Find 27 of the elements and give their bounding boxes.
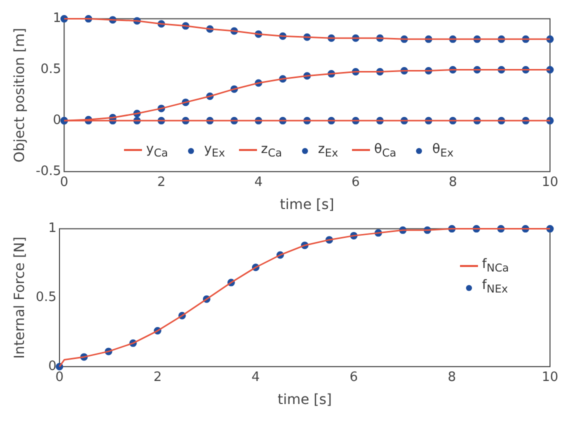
legend-label: θ$_{Ca}$ bbox=[374, 142, 396, 160]
x-tick-label: 10 bbox=[542, 370, 558, 385]
y-tick-label: 0.5 bbox=[36, 290, 56, 306]
y-tick-label: -0.5 bbox=[36, 164, 62, 179]
y-tick-label: 0 bbox=[48, 358, 56, 374]
x-tick-label: 10 bbox=[542, 174, 558, 190]
x-tick-label: 6 bbox=[352, 174, 360, 190]
legend-label: y$_{Ca}$ bbox=[146, 142, 168, 160]
x-axis-title: time [s] bbox=[280, 197, 334, 214]
y-axis-title: Internal Force [N] bbox=[12, 236, 28, 359]
y-tick-label: 0.5 bbox=[40, 62, 62, 78]
x-tick-label: 8 bbox=[448, 174, 457, 190]
legend-label: θ$_{Ex}$ bbox=[432, 142, 454, 160]
legend-label: y$_{Ex}$ bbox=[204, 142, 226, 160]
x-tick-label: 2 bbox=[157, 174, 166, 190]
x-axis-title: time [s] bbox=[278, 392, 332, 408]
x-tick-label: 8 bbox=[448, 370, 456, 385]
x-tick-label: 6 bbox=[350, 370, 358, 385]
y-tick-label: 0 bbox=[52, 113, 62, 128]
y-axis-title: Object position [m] bbox=[12, 28, 28, 162]
x-tick-label: 4 bbox=[254, 174, 263, 190]
legend-label: z$_{Ca}$ bbox=[261, 142, 282, 160]
x-tick-label: 2 bbox=[153, 370, 162, 385]
x-tick-label: 4 bbox=[252, 370, 260, 385]
y-tick-label: 1 bbox=[52, 11, 62, 26]
y-tick-label: 1 bbox=[48, 221, 56, 236]
legend-label: z$_{Ex}$ bbox=[318, 142, 338, 160]
